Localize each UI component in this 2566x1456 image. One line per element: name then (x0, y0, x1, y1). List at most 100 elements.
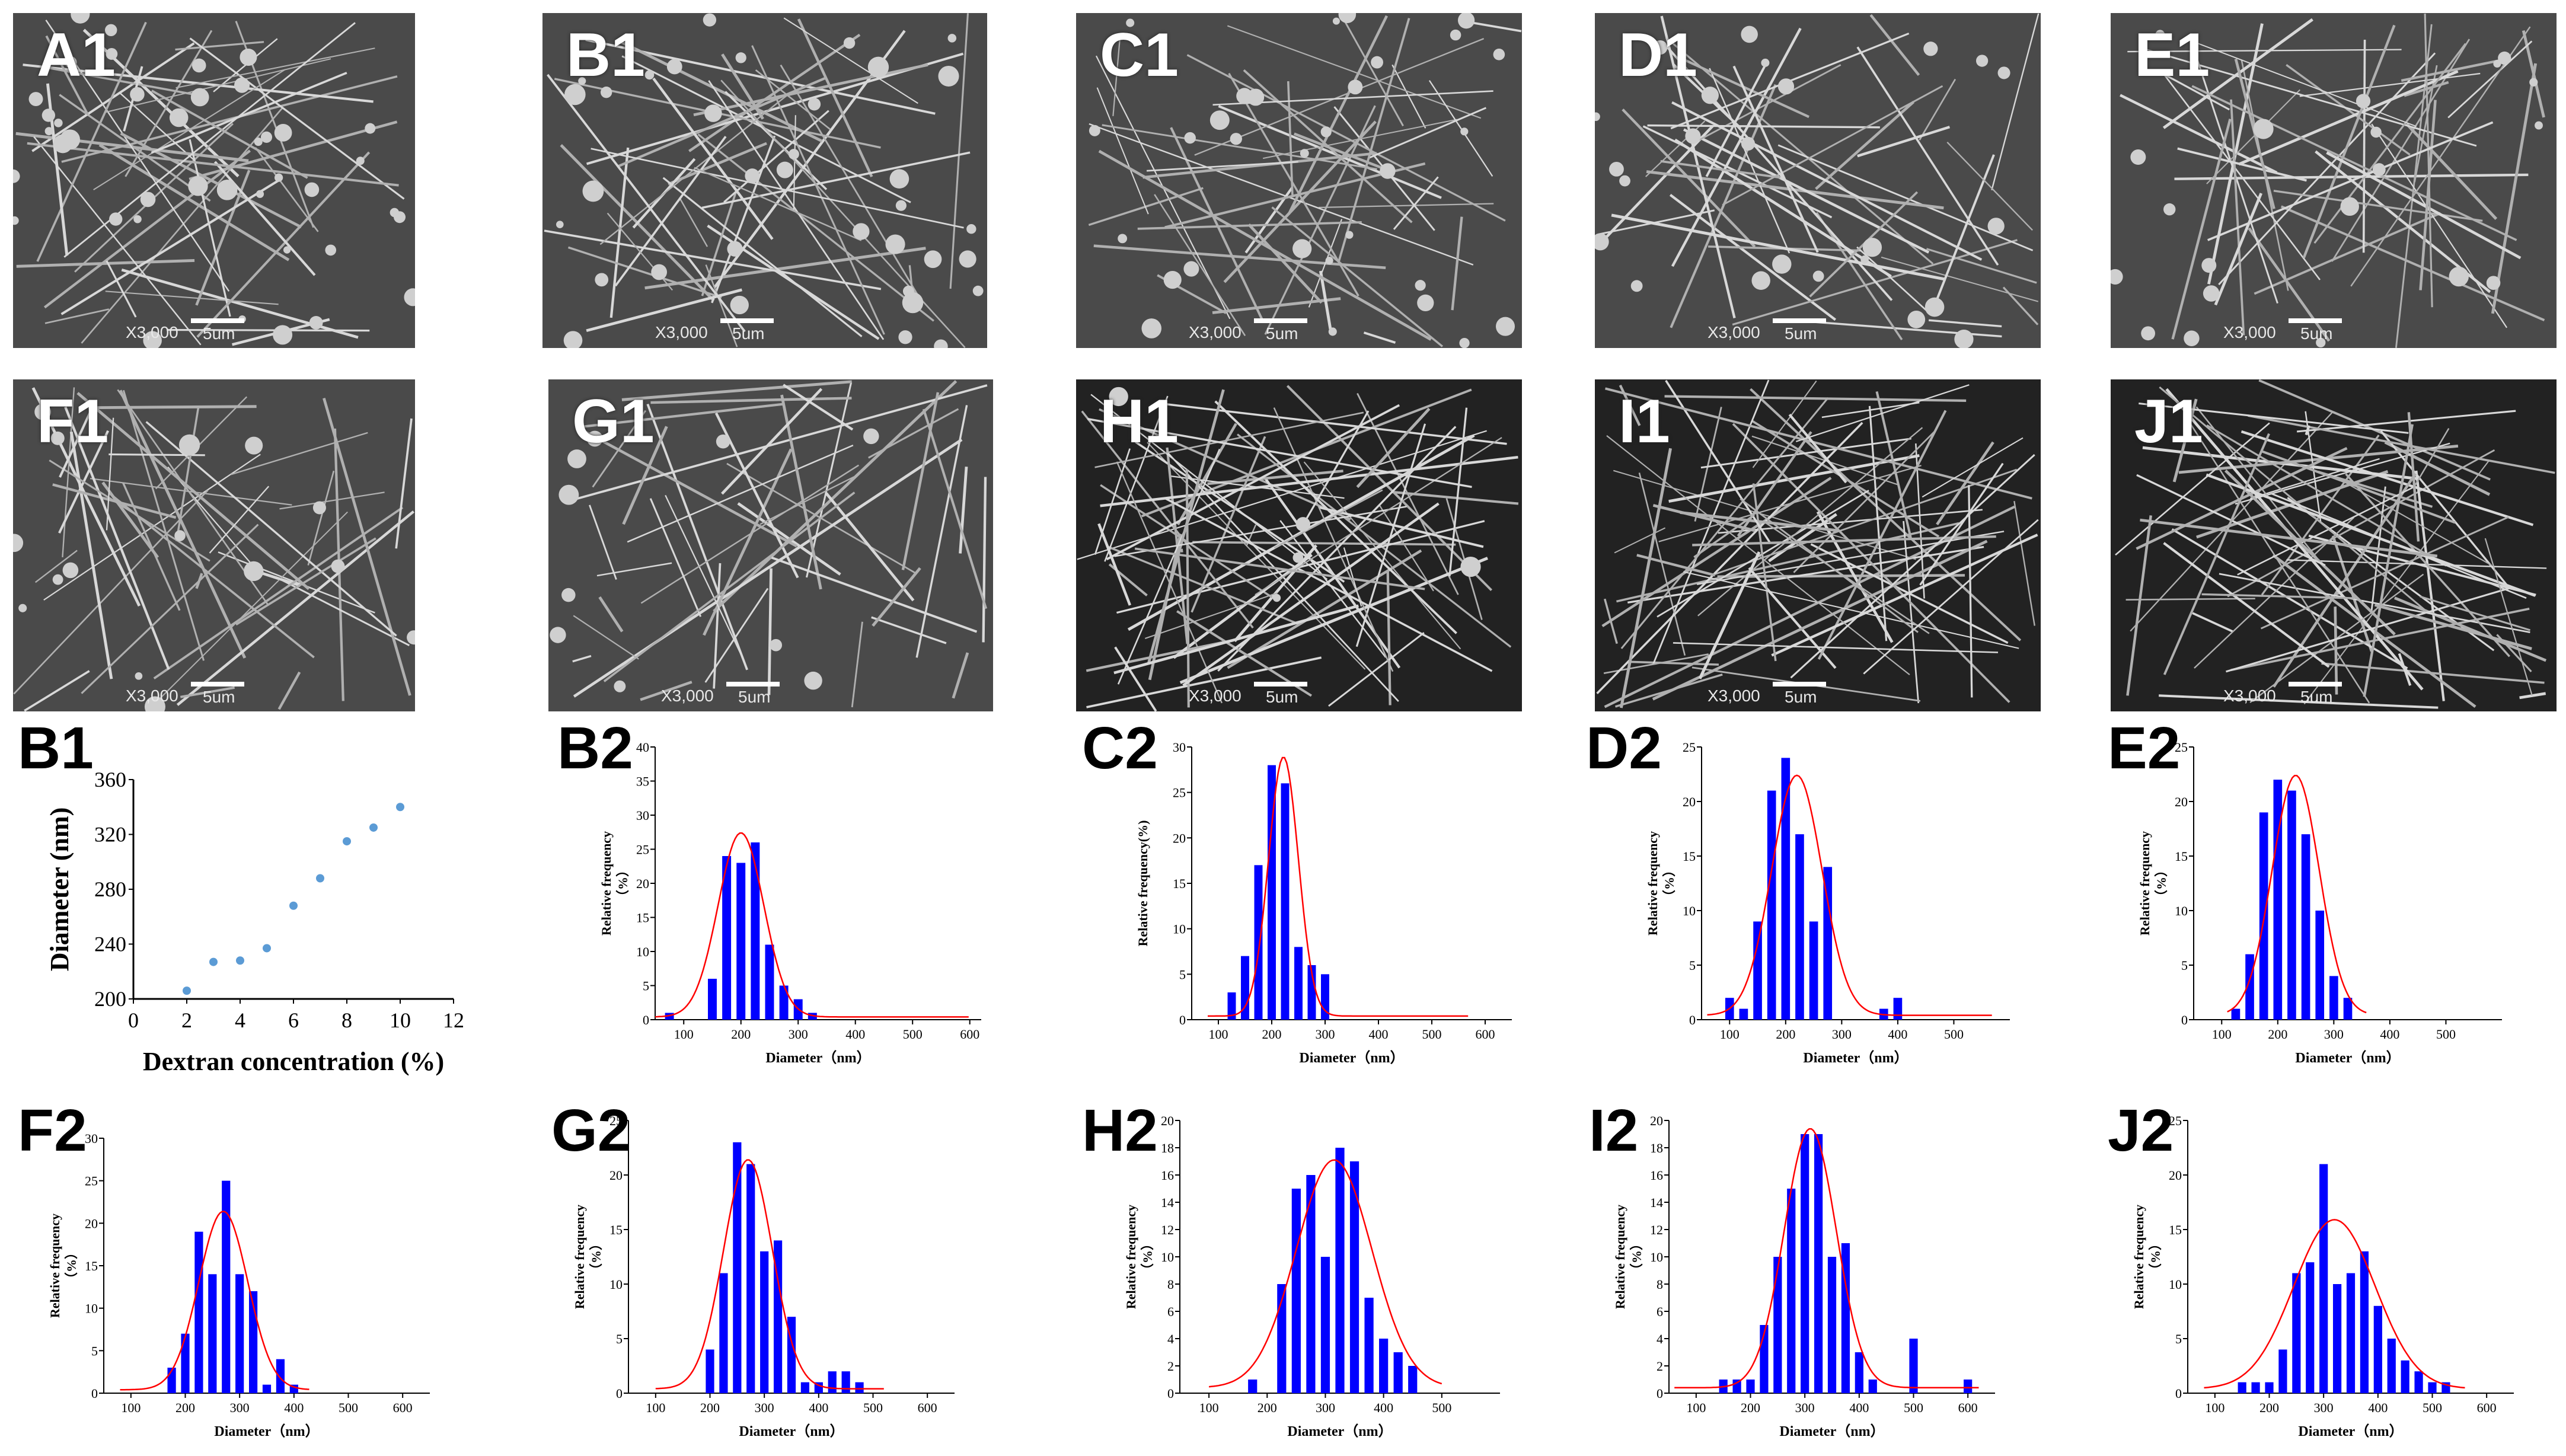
bead (666, 59, 682, 75)
fiber (218, 551, 375, 614)
fiber (1237, 433, 1512, 648)
x-tick-label: 400 (1369, 1027, 1389, 1042)
bead (938, 65, 959, 87)
y-tick-label: 10 (636, 944, 649, 959)
fiber (2362, 39, 2366, 253)
x-tick-label: 100 (1209, 1027, 1228, 1042)
fiber (720, 79, 966, 348)
fiber (1698, 551, 1761, 679)
bead (1209, 110, 1230, 130)
bead (2486, 276, 2501, 290)
bead (254, 138, 263, 146)
fiber (621, 380, 852, 401)
y-axis-title: Diameter (nm) (45, 807, 74, 972)
fiber (1638, 472, 1686, 656)
bead (1987, 218, 2005, 235)
y-tick-label: 0 (2175, 1386, 2182, 1401)
fiber (797, 18, 873, 178)
fiber (2171, 528, 2408, 670)
bead (889, 169, 909, 189)
scale-bar (191, 682, 244, 687)
fiber (213, 161, 316, 276)
sem-panel-b1: B1 X3,000 5um (542, 13, 987, 348)
y-tick-label: 14 (1650, 1195, 1663, 1210)
bead (1230, 133, 1242, 145)
bead (34, 403, 52, 420)
fiber (598, 596, 624, 633)
x-tick-label: 2 (181, 1008, 192, 1032)
fiber (33, 136, 202, 346)
bead (245, 436, 263, 455)
fiber (189, 37, 405, 200)
bar (2373, 1305, 2382, 1393)
x-axis-title: Diameter（nm） (765, 1050, 870, 1066)
bar (841, 1371, 850, 1393)
panel-label: D1 (1619, 21, 1697, 90)
chart-panel-label: H2 (1082, 1097, 1158, 1164)
fiber (1748, 567, 1837, 669)
scale-label: 5um (203, 324, 235, 343)
y-tick-label: 14 (1161, 1195, 1174, 1210)
x-tick-label: 300 (1316, 1400, 1335, 1415)
y-tick-label: 0 (616, 1386, 623, 1401)
y-tick-label: 30 (1173, 740, 1186, 755)
fiber (1664, 395, 1967, 402)
fiber (1709, 68, 1791, 254)
fiber (2207, 23, 2264, 285)
data-point (343, 837, 351, 846)
bead (1595, 112, 1600, 122)
fiber (1815, 212, 1903, 341)
fiber (617, 77, 826, 168)
bead (1089, 124, 1100, 136)
x-tick-label: 12 (443, 1008, 464, 1032)
fiber (1096, 87, 1149, 215)
bead (109, 212, 123, 226)
bar (2306, 1262, 2315, 1393)
y-tick-label: 5 (91, 1343, 98, 1358)
bead (325, 244, 337, 256)
x-tick-label: 200 (2268, 1027, 2287, 1042)
fiber (2195, 406, 2320, 561)
x-tick-label: 300 (1316, 1027, 1335, 1042)
bar (194, 1231, 203, 1393)
bead (106, 48, 118, 60)
y-tick-label: 200 (94, 987, 126, 1011)
fiber (1968, 485, 1973, 698)
y-tick-label: 6 (1167, 1304, 1174, 1319)
y-tick-label: 15 (85, 1259, 98, 1273)
bead (2372, 163, 2386, 177)
magnification: X3,000 (661, 687, 714, 705)
fiber (2318, 470, 2433, 508)
x-axis-title: Diameter（nm） (1299, 1050, 1404, 1066)
bead (1247, 88, 1265, 106)
fiber (771, 556, 978, 633)
bead (1295, 517, 1311, 532)
fiber (708, 80, 885, 340)
fiber (395, 418, 413, 549)
fiber (726, 462, 918, 575)
y-tick-label: 16 (1161, 1168, 1174, 1183)
x-tick-label: 600 (393, 1400, 413, 1415)
fiber (1647, 124, 1880, 129)
fiber (196, 151, 371, 338)
y-tick-label: 25 (85, 1174, 98, 1189)
bar (2401, 1360, 2409, 1393)
fiber (2206, 89, 2301, 184)
fiber (1343, 547, 1362, 607)
panel-label: G1 (572, 387, 655, 456)
bead (1619, 175, 1630, 187)
bead (2155, 30, 2165, 40)
bar (2414, 1371, 2423, 1393)
bar (2301, 834, 2310, 1020)
fiber (275, 576, 410, 647)
panel-label: A1 (37, 21, 116, 90)
magnification: X3,000 (1708, 323, 1760, 341)
fiber (2226, 586, 2511, 673)
bead (730, 295, 749, 315)
fiber (2420, 595, 2531, 631)
bar (2319, 1164, 2328, 1393)
bead (1609, 161, 1624, 177)
fiber (901, 392, 940, 570)
fiber (1451, 216, 1463, 311)
x-tick-label: 500 (1904, 1400, 1923, 1415)
